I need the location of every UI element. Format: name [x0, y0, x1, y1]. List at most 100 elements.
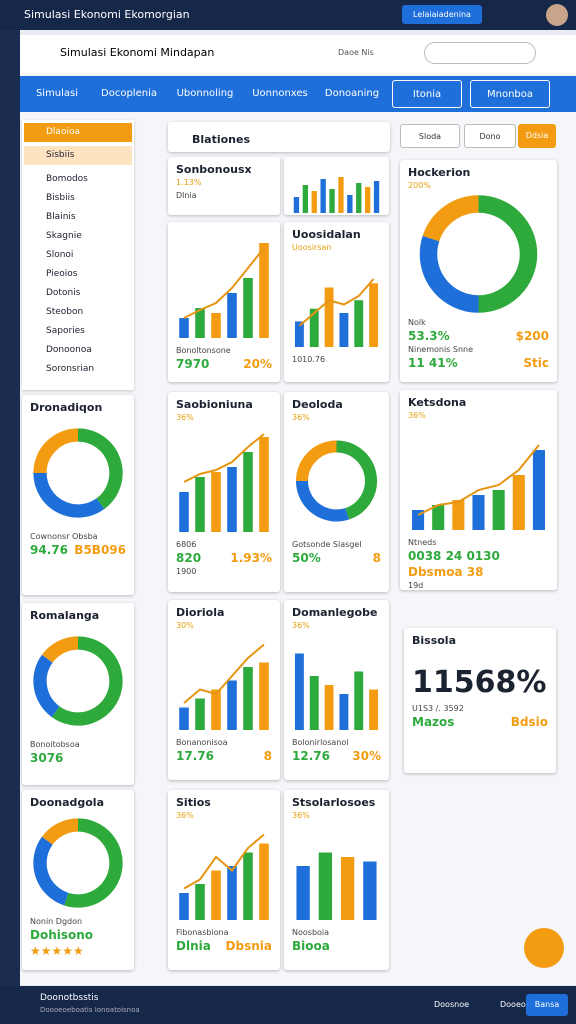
card-subtitle: 36%	[292, 413, 310, 422]
bar	[492, 490, 505, 530]
menu-item[interactable]: Sapories	[46, 326, 85, 336]
bar	[211, 313, 221, 338]
card: Stsolarlosoes 36% Noosboia Biooa	[284, 790, 389, 970]
panel-header: Simulasi Ekonomi Mindapan Daoe Nis	[20, 35, 576, 73]
stat: 1.93%	[230, 551, 272, 565]
card: Sitios 36% Fibonasbiona Dlnia Dbsnia	[168, 790, 280, 970]
search[interactable]	[424, 42, 536, 64]
donut-segment	[33, 836, 69, 906]
section-button[interactable]: Ddsia	[518, 124, 556, 148]
menu-item[interactable]: Slonoi	[46, 250, 74, 260]
card-subtitle: 36%	[292, 621, 310, 630]
stat: Dlnia	[176, 191, 197, 200]
footer-link[interactable]: Dooeo	[500, 1000, 526, 1009]
card	[284, 157, 389, 215]
stat: Dbsnia	[225, 939, 272, 953]
menu-item[interactable]: Pieoios	[46, 269, 78, 279]
trend-line	[298, 278, 375, 327]
bar	[195, 698, 205, 730]
stats: Cownonsr Obsba 94.76 B5B096	[30, 532, 126, 557]
stat: Bolonirlosanol	[292, 738, 349, 747]
chart	[179, 643, 269, 730]
stat: Ntneds	[408, 538, 437, 547]
bar	[472, 495, 485, 530]
stat: Nonin Dgdon	[30, 917, 83, 926]
card-subtitle: 36%	[176, 413, 194, 422]
menu-item[interactable]: Soronsrian	[46, 364, 95, 374]
section-button[interactable]: Sloda	[400, 124, 460, 148]
card-title: Uoosidalan	[292, 228, 361, 241]
bar	[340, 857, 355, 920]
stats: Nolk 53.3% $200 Ninemonis Snne 11 41% Stic	[408, 318, 549, 370]
chart	[293, 177, 380, 213]
stat: 820	[176, 551, 202, 565]
card: Romalanga Bonoitobsoa 3076	[22, 603, 134, 785]
card-title: Saobioniuna	[176, 398, 253, 411]
nav-tab[interactable]: Mnonboa	[470, 80, 550, 108]
card-subtitle: Uoosirsan	[292, 243, 332, 252]
nav-tab[interactable]: Uonnonxes	[252, 88, 308, 99]
menu-item[interactable]: Blainis	[46, 212, 76, 222]
stat: 94.76	[30, 543, 68, 557]
stat: 8	[263, 749, 272, 763]
trend-line	[183, 247, 265, 319]
section-title: Blationes	[192, 133, 251, 146]
menu-item[interactable]: Bisbiis	[46, 193, 75, 203]
stat: Noosboia	[292, 928, 330, 937]
stat: 17.76	[176, 749, 214, 763]
menu-item[interactable]: Steobon	[46, 307, 84, 317]
donut-segment	[51, 636, 123, 726]
bar	[227, 293, 237, 338]
menu-item[interactable]: Dlaoioa	[24, 123, 132, 142]
fab[interactable]	[524, 928, 564, 968]
menu-item[interactable]: Sisbiis	[24, 146, 132, 165]
top-button[interactable]: Lelaiaiadenina	[402, 5, 482, 24]
bar	[412, 510, 425, 530]
bar	[309, 676, 319, 730]
bar	[195, 477, 205, 532]
stat: Dbsmoa 38	[408, 565, 484, 579]
big-value: 11568%	[412, 665, 547, 700]
stat: 50%	[292, 551, 321, 565]
menu-item[interactable]: Donoonoa	[46, 345, 92, 355]
bar	[512, 475, 525, 530]
stats: Bonoltonsone 7970 20%	[176, 346, 272, 371]
menu-item[interactable]: Bomodos	[46, 174, 88, 184]
bar	[452, 500, 465, 530]
footer-link[interactable]: Doosnoe	[434, 1000, 470, 1009]
donut-segment	[295, 440, 337, 482]
menu-item[interactable]: Skagnie	[46, 231, 82, 241]
donut-segment	[295, 480, 350, 522]
bar	[354, 671, 364, 730]
menu-item[interactable]: Dotonis	[46, 288, 81, 298]
stats: 1010.76	[292, 355, 381, 364]
stat: U1S3 /. 3592	[412, 704, 464, 713]
bar	[311, 191, 317, 213]
card: Dioriola 30% Bonanonisoa 17.76 8	[168, 600, 280, 780]
donut-segment	[478, 195, 538, 313]
nav-tab[interactable]: Itonia	[392, 80, 462, 108]
stat: Biooa	[292, 939, 330, 953]
bar	[369, 283, 379, 347]
donut-segment	[422, 195, 479, 242]
card-title: Stsolarlosoes	[292, 796, 376, 809]
stat: Ninemonis Snne	[408, 345, 474, 354]
nav-tab[interactable]: Docoplenia	[101, 88, 157, 99]
stat: 1010.76	[292, 355, 326, 364]
stat: 11 41%	[408, 356, 458, 370]
stat: Dlnia	[176, 939, 211, 953]
bar	[363, 861, 377, 920]
avatar[interactable]	[546, 4, 568, 26]
nav-tab[interactable]: Ubonnoling	[176, 88, 234, 99]
stats: Nonin Dgdon Dohisono ★★★★★	[30, 917, 126, 958]
bar	[432, 505, 445, 530]
stat: 6806	[176, 540, 197, 549]
stat: ★★★★★	[30, 944, 84, 958]
section-button[interactable]: Dono	[464, 124, 516, 148]
trend-line	[417, 444, 540, 516]
card-subtitle: 1.13%	[176, 178, 202, 187]
nav-tab[interactable]: Donoaning	[324, 88, 380, 99]
nav-tab[interactable]: Simulasi	[35, 88, 79, 99]
footer-button[interactable]: Bansa	[526, 994, 568, 1016]
donut-segment	[77, 428, 123, 510]
